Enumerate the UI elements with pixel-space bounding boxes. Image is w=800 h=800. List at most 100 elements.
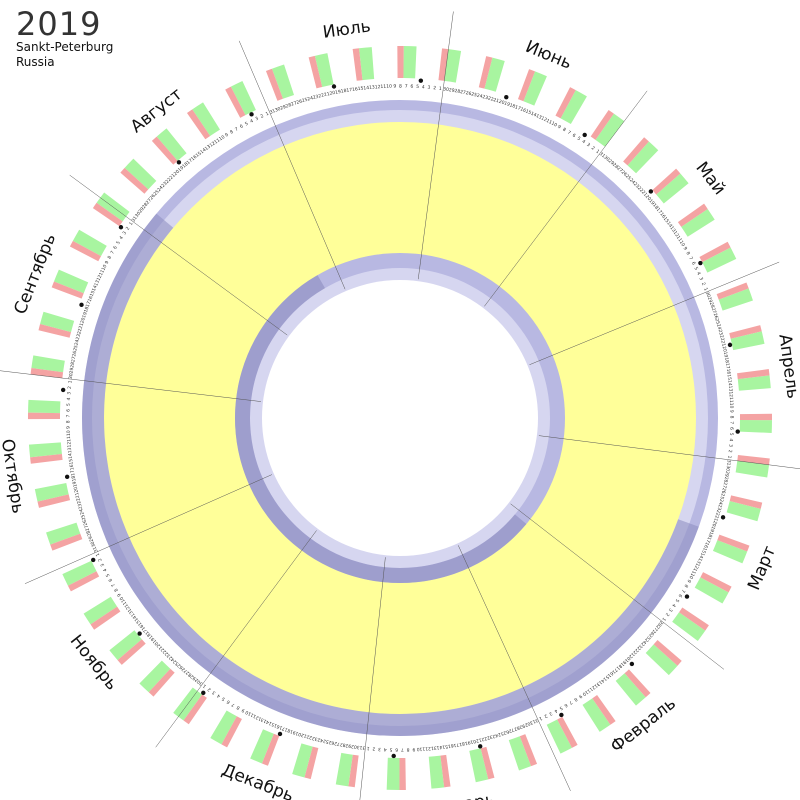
day-number: 4 — [216, 692, 222, 699]
day-number: 10 — [581, 689, 589, 697]
day-number: 11 — [98, 269, 106, 277]
day-number: 17 — [655, 207, 663, 215]
moon-phase-icon — [720, 515, 726, 520]
day-number: 26 — [465, 90, 472, 97]
day-number: 25 — [719, 493, 726, 500]
moon-phase-icon — [201, 690, 206, 696]
day-number: 12 — [693, 562, 701, 570]
weekday-band — [120, 167, 149, 194]
day-number: 10 — [687, 572, 695, 580]
weekend-band — [192, 102, 220, 136]
weekend-band — [739, 419, 772, 433]
month-divider — [510, 503, 725, 670]
day-number: 8 — [573, 696, 579, 703]
day-number: 18 — [509, 102, 517, 110]
day-number: 19 — [621, 657, 629, 665]
day-number: 30 — [90, 540, 98, 548]
month-divider — [155, 530, 317, 748]
weekend-band — [62, 560, 97, 586]
day-number: 14 — [199, 147, 207, 155]
day-number: 18 — [287, 727, 295, 735]
day-number: 8 — [66, 420, 72, 423]
day-number: 13 — [67, 447, 74, 453]
day-number: 9 — [685, 578, 692, 584]
weekday-band — [151, 136, 178, 165]
day-number: 7 — [401, 746, 404, 752]
weekday-band — [352, 48, 363, 81]
day-number: 24 — [170, 656, 178, 664]
day-number: 29 — [348, 742, 355, 749]
day-number: 25 — [80, 514, 87, 521]
day-number: 12 — [375, 84, 381, 90]
day-number: 27 — [510, 725, 518, 733]
weekday-band — [679, 607, 709, 631]
day-number: 9 — [412, 746, 415, 752]
day-number: 27 — [290, 100, 297, 108]
day-number: 26 — [82, 519, 90, 526]
weekday-band — [519, 734, 538, 767]
day-number: 27 — [710, 307, 718, 314]
day-number: 15 — [270, 721, 278, 729]
day-number: 25 — [174, 660, 182, 668]
day-number: 1 — [439, 86, 443, 92]
moon-phase-icon — [391, 753, 396, 759]
day-number: 1 — [595, 149, 601, 156]
moon-phase-icon — [118, 225, 124, 230]
day-number: 6 — [239, 123, 245, 130]
day-number: 6 — [571, 132, 577, 139]
day-number: 14 — [363, 85, 369, 92]
day-number: 18 — [71, 475, 78, 482]
weekday-band — [50, 533, 83, 551]
day-number: 29 — [607, 158, 615, 166]
weekday-band — [148, 668, 175, 697]
weekday-band — [186, 109, 211, 140]
country-label: Russia — [16, 55, 55, 69]
day-number: 12 — [590, 682, 598, 690]
day-number: 21 — [78, 322, 85, 329]
day-number: 30 — [134, 211, 142, 219]
day-number: 31 — [269, 108, 277, 116]
day-number: 30 — [704, 291, 712, 299]
day-number: 15 — [135, 619, 143, 627]
weekday-band — [67, 571, 100, 592]
weekday-band — [225, 86, 246, 118]
month-label: Ноябрь — [66, 631, 122, 694]
day-number: 11 — [586, 686, 594, 694]
day-number: 16 — [87, 295, 95, 303]
month-divider — [359, 557, 386, 800]
day-number: 27 — [616, 166, 624, 174]
day-number: 4 — [384, 746, 387, 752]
day-number: 7 — [65, 415, 71, 418]
day-number: 16 — [519, 106, 527, 114]
day-number: 4 — [118, 235, 125, 241]
moon-phase-icon — [176, 160, 182, 165]
day-number: 14 — [439, 743, 446, 750]
day-number: 16 — [276, 723, 284, 731]
day-number: 15 — [700, 546, 708, 554]
day-number: 13 — [369, 84, 375, 90]
day-number: 28 — [342, 742, 349, 749]
day-number: 21 — [74, 492, 81, 499]
weekend-band — [53, 269, 89, 294]
day-number: 29 — [521, 721, 529, 729]
day-number: 7 — [231, 701, 237, 708]
day-number: 15 — [195, 150, 203, 158]
day-number: 15 — [662, 216, 670, 224]
day-number: 14 — [665, 221, 673, 229]
day-number: 28 — [516, 723, 524, 731]
day-number: 4 — [581, 139, 587, 146]
day-number: 27 — [183, 668, 191, 676]
day-number: 8 — [683, 583, 690, 589]
daylight-rings — [81, 100, 718, 737]
day-number: 3 — [427, 85, 431, 91]
day-number: 26 — [720, 487, 727, 494]
day-number: 12 — [672, 230, 680, 238]
day-number: 19 — [81, 311, 89, 318]
weekday-band — [51, 281, 84, 299]
day-number: 7 — [687, 256, 694, 262]
day-number: 17 — [186, 158, 194, 166]
day-number: 22 — [76, 328, 83, 335]
weekend-band — [72, 229, 107, 257]
day-number: 4 — [249, 118, 254, 125]
month-label: Декабрь — [219, 760, 297, 800]
